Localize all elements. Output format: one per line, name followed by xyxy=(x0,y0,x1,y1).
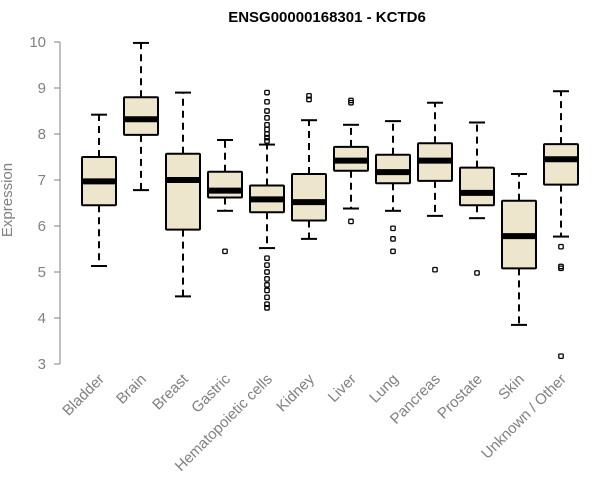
box-skin xyxy=(501,173,537,326)
outlier-point xyxy=(390,225,396,232)
x-tick-label: Lung xyxy=(366,371,402,407)
x-tick-label: Breast xyxy=(149,370,192,413)
x-tick-label: Liver xyxy=(325,371,360,406)
x-tick-label: Kidney xyxy=(273,370,318,415)
outlier-point xyxy=(474,270,480,276)
outlier-point xyxy=(222,248,228,255)
outlier-point xyxy=(348,218,354,225)
x-tick-label: Skin xyxy=(495,371,528,404)
box-bladder xyxy=(81,113,117,268)
iqr-box xyxy=(165,152,201,231)
outlier-point xyxy=(432,266,438,273)
y-axis-label: Expression xyxy=(0,163,16,237)
outlier-point xyxy=(390,236,396,242)
outlier-point xyxy=(264,138,270,144)
outlier-point xyxy=(264,287,270,294)
iqr-box xyxy=(543,143,579,186)
outlier-point xyxy=(306,92,312,99)
y-tick-label: 8 xyxy=(38,126,46,143)
iqr-box xyxy=(459,166,495,207)
x-tick-label: Prostate xyxy=(434,371,486,423)
outlier-point xyxy=(264,282,270,288)
outlier-point xyxy=(306,96,312,103)
outlier-point xyxy=(558,243,564,250)
y-tick-label: 7 xyxy=(38,172,46,189)
outlier-point xyxy=(264,294,270,301)
outlier-point xyxy=(264,89,270,96)
box-pancreas xyxy=(417,101,453,273)
outlier-point xyxy=(558,265,564,272)
outlier-point xyxy=(264,108,270,114)
box-kidney xyxy=(291,92,327,240)
box-brain xyxy=(123,41,159,192)
outlier-point xyxy=(348,99,354,106)
box-unknown-other xyxy=(543,90,579,360)
y-axis: 3 4 5 6 7 8 9 10 xyxy=(29,34,61,373)
y-tick-label: 9 xyxy=(38,80,46,97)
box-lung xyxy=(375,120,411,255)
outlier-point xyxy=(264,115,270,121)
outlier-point xyxy=(390,248,396,255)
outlier-point xyxy=(264,305,270,311)
outlier-point xyxy=(264,121,270,128)
outlier-point xyxy=(264,255,270,262)
outlier-point xyxy=(264,126,270,133)
y-tick-label: 10 xyxy=(29,34,46,51)
box-prostate xyxy=(459,121,495,276)
outlier-point xyxy=(264,98,270,105)
iqr-box xyxy=(291,173,327,222)
box-liver xyxy=(333,97,369,225)
box-hematopoietic-cells xyxy=(249,89,285,311)
chart-title: ENSG00000168301 - KCTD6 xyxy=(228,9,426,26)
box-gastric xyxy=(207,138,243,255)
y-tick-label: 4 xyxy=(38,310,46,327)
iqr-box xyxy=(123,96,159,136)
x-tick-label: Bladder xyxy=(59,371,108,420)
outlier-point xyxy=(264,131,270,137)
boxes xyxy=(81,41,579,360)
outlier-point xyxy=(264,301,270,308)
outlier-point xyxy=(558,353,564,360)
iqr-box xyxy=(375,153,411,185)
y-tick-label: 5 xyxy=(38,264,46,281)
outlier-point xyxy=(264,134,270,141)
outlier-point xyxy=(264,262,270,268)
y-tick-label: 3 xyxy=(38,356,46,373)
y-tick-label: 6 xyxy=(38,218,46,235)
x-tick-label: Brain xyxy=(113,371,150,408)
iqr-box xyxy=(207,170,243,199)
outlier-point xyxy=(264,269,270,275)
outlier-point xyxy=(264,276,270,282)
box-breast xyxy=(165,91,201,298)
